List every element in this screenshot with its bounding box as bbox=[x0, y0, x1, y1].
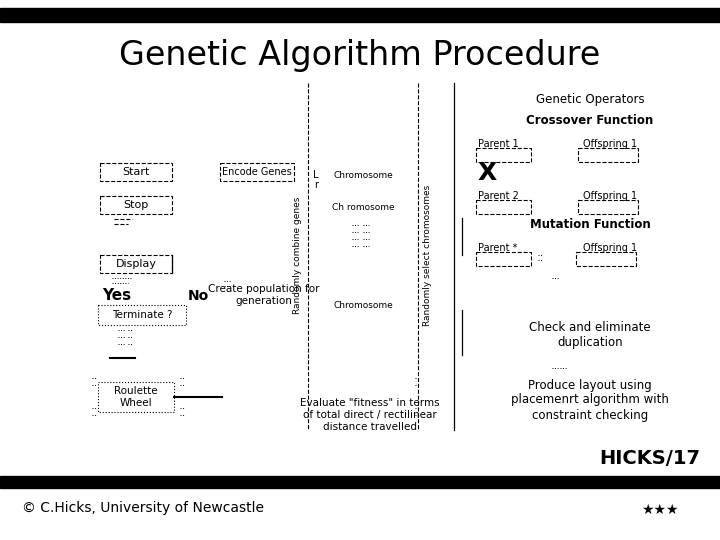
Text: Encode Genes: Encode Genes bbox=[222, 167, 292, 177]
Bar bbox=[0, 476, 720, 488]
Text: Randomly select chromosomes: Randomly select chromosomes bbox=[423, 184, 433, 326]
Bar bbox=[220, 163, 294, 181]
Text: Ch romosome: Ch romosome bbox=[332, 204, 395, 213]
Text: No: No bbox=[188, 289, 210, 303]
Text: Mutation Function: Mutation Function bbox=[530, 219, 650, 232]
Text: Chromosome: Chromosome bbox=[333, 300, 393, 309]
Text: Parent 2: Parent 2 bbox=[478, 191, 519, 201]
Bar bbox=[100, 255, 172, 273]
Bar bbox=[578, 148, 638, 162]
Text: X: X bbox=[478, 161, 498, 185]
Text: Offspring 1: Offspring 1 bbox=[583, 139, 637, 149]
Text: © C.Hicks, University of Newcastle: © C.Hicks, University of Newcastle bbox=[22, 501, 264, 515]
Text: r: r bbox=[314, 180, 318, 190]
Text: Parent *: Parent * bbox=[478, 243, 518, 253]
Text: L: L bbox=[313, 170, 319, 180]
Bar bbox=[100, 196, 172, 214]
Text: Chromosome: Chromosome bbox=[333, 171, 393, 179]
Text: Terminate ?: Terminate ? bbox=[112, 310, 172, 320]
Text: Start: Start bbox=[122, 167, 150, 177]
Text: Create population for
generation: Create population for generation bbox=[208, 284, 320, 306]
Bar bbox=[98, 305, 186, 325]
Text: Yes: Yes bbox=[102, 288, 131, 303]
Text: Produce layout using
placemenrt algorithm with
constraint checking: Produce layout using placemenrt algorith… bbox=[511, 379, 669, 422]
Bar bbox=[578, 200, 638, 214]
Text: HICKS/17: HICKS/17 bbox=[599, 449, 700, 468]
Bar bbox=[100, 163, 172, 181]
Text: Crossover Function: Crossover Function bbox=[526, 113, 654, 126]
Text: Check and eliminate
duplication: Check and eliminate duplication bbox=[529, 321, 651, 349]
Text: Roulette
Wheel: Roulette Wheel bbox=[114, 386, 158, 408]
Text: ★★★: ★★★ bbox=[642, 503, 679, 517]
Text: Offspring 1: Offspring 1 bbox=[583, 191, 637, 201]
Text: Offspring 1: Offspring 1 bbox=[583, 243, 637, 253]
Text: Display: Display bbox=[115, 259, 156, 269]
Bar bbox=[0, 8, 720, 22]
Text: Genetic Algorithm Procedure: Genetic Algorithm Procedure bbox=[120, 38, 600, 71]
Bar bbox=[476, 148, 531, 162]
Bar bbox=[98, 382, 174, 412]
Text: Stop: Stop bbox=[123, 200, 148, 210]
Text: Parent 1: Parent 1 bbox=[478, 139, 518, 149]
Bar bbox=[576, 252, 636, 266]
Text: Randomly combine genes: Randomly combine genes bbox=[294, 197, 302, 314]
Bar bbox=[476, 200, 531, 214]
Text: Evaluate "fitness" in terms
of total direct / rectilinear
distance travelled: Evaluate "fitness" in terms of total dir… bbox=[300, 399, 440, 431]
Text: Genetic Operators: Genetic Operators bbox=[536, 93, 644, 106]
Bar bbox=[476, 252, 531, 266]
